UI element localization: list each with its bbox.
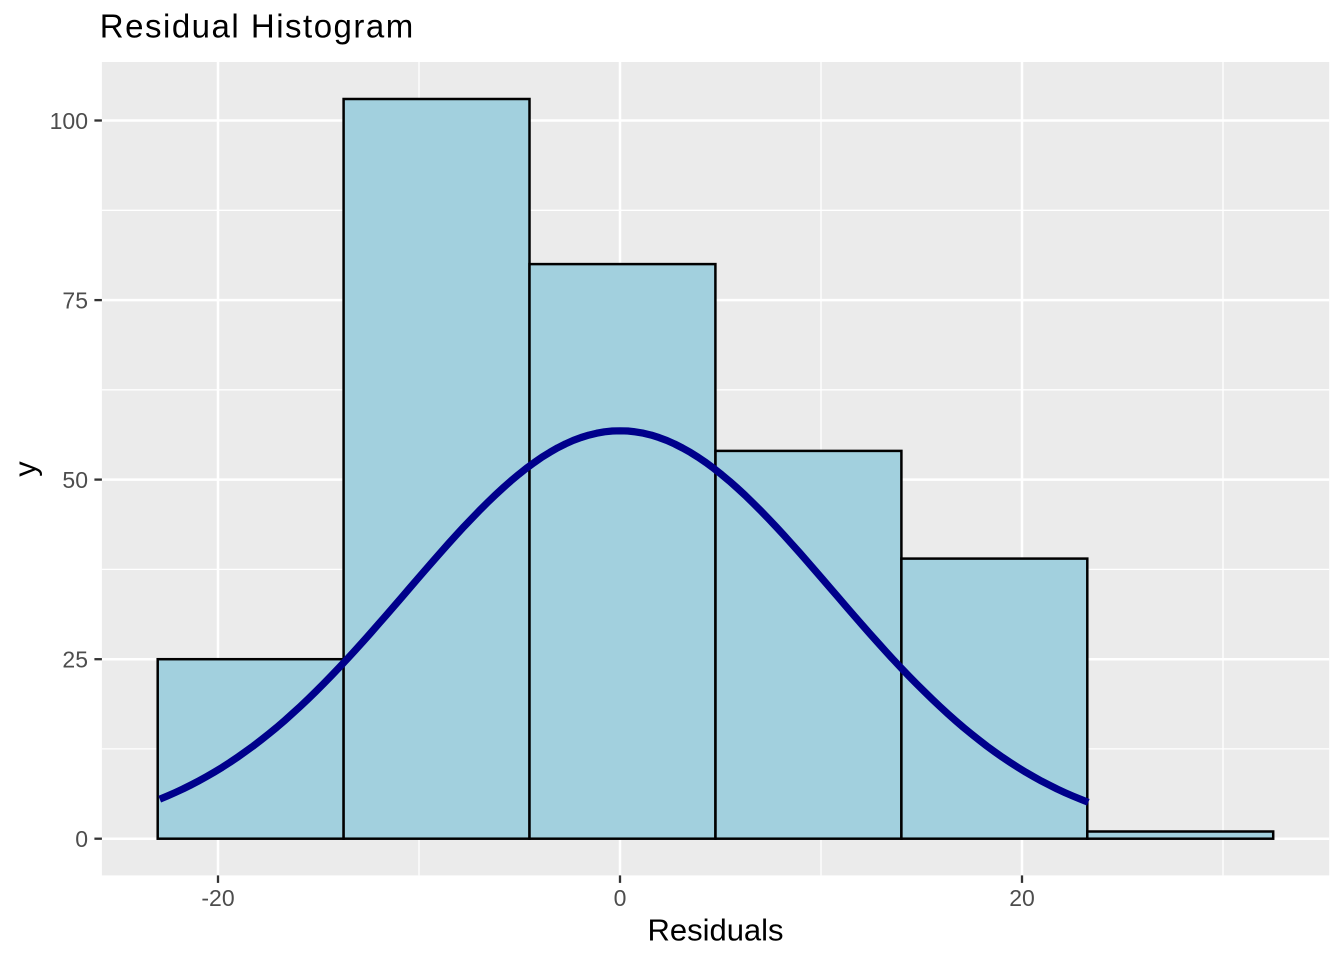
svg-text:Residuals: Residuals	[647, 913, 783, 948]
svg-text:25: 25	[62, 647, 88, 673]
svg-text:50: 50	[62, 467, 88, 493]
svg-text:y: y	[7, 461, 42, 477]
svg-text:75: 75	[62, 288, 88, 314]
svg-text:20: 20	[1009, 885, 1035, 911]
svg-text:Residual Histogram: Residual Histogram	[100, 8, 415, 45]
svg-text:0: 0	[75, 826, 88, 852]
svg-text:0: 0	[614, 885, 627, 911]
svg-text:-20: -20	[201, 885, 234, 911]
svg-text:100: 100	[50, 108, 88, 134]
